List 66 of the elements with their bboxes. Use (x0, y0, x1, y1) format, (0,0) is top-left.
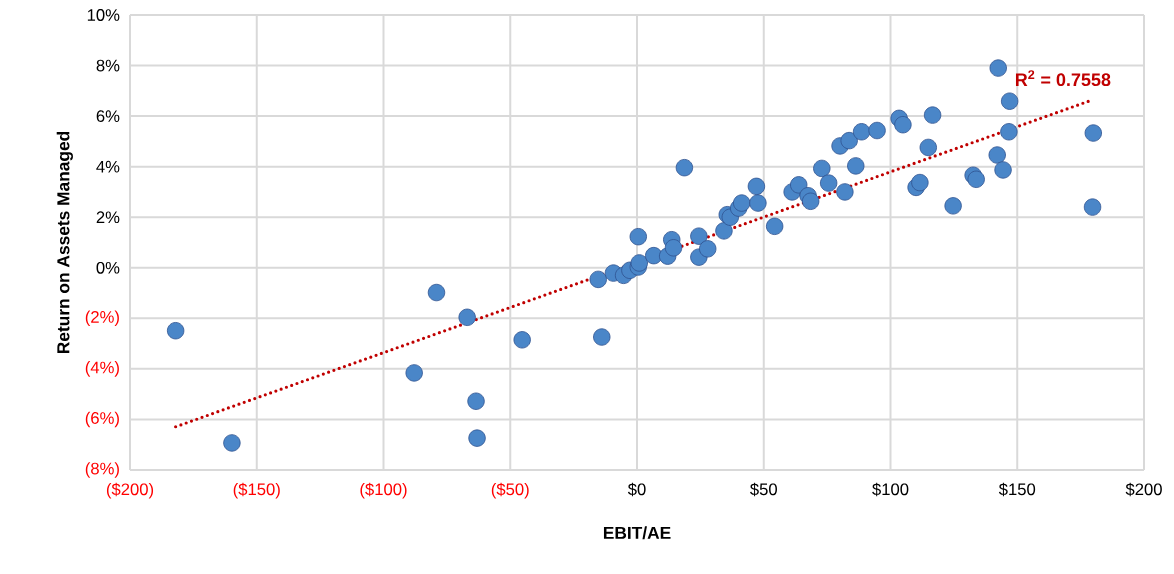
x-tick-label: ($200) (106, 482, 154, 499)
y-tick-label: (4%) (85, 361, 119, 377)
point (852, 123, 871, 141)
point (919, 138, 937, 157)
point (868, 121, 886, 140)
x-axis-title: EBIT/AE (603, 526, 671, 540)
point (747, 177, 766, 196)
x-tick-label: $0 (627, 482, 646, 497)
point (840, 131, 858, 150)
y-tick-label: (6%) (85, 411, 119, 428)
point (813, 159, 831, 178)
point (944, 197, 962, 215)
x-tick-label: ($50) (491, 482, 529, 499)
y-tick-label: 4% (96, 160, 120, 173)
x-tick-label: $150 (998, 482, 1036, 497)
point (836, 183, 854, 201)
point (819, 174, 838, 192)
point (468, 429, 486, 447)
x-tick-label: $50 (750, 482, 777, 497)
point (675, 159, 694, 177)
y-tick-label: 6% (96, 110, 120, 123)
y-axis-title: Return on Assets Managed (56, 131, 73, 354)
point (405, 364, 423, 382)
y-tick-label: 10% (87, 9, 120, 21)
point (589, 270, 607, 289)
x-tick-label: ($150) (233, 482, 280, 499)
point (166, 322, 185, 340)
point (513, 331, 531, 349)
point (645, 246, 663, 265)
point (733, 194, 751, 212)
point (847, 157, 865, 175)
point (749, 194, 767, 212)
point (664, 239, 683, 257)
y-tick-label: 8% (96, 59, 120, 72)
y-tick-label: (2%) (85, 310, 119, 327)
point (593, 328, 611, 346)
point (690, 227, 708, 245)
point (988, 146, 1006, 164)
point (467, 392, 485, 410)
point (1084, 124, 1102, 142)
point (715, 222, 733, 240)
point (427, 283, 446, 302)
point (630, 254, 648, 272)
x-tick-label: ($100) (360, 482, 407, 499)
y-tick-label: 0% (96, 261, 120, 274)
point (994, 161, 1012, 179)
x-tick-label: $100 (872, 482, 909, 497)
x-tick-label: $200 (1125, 482, 1162, 497)
point (894, 116, 912, 134)
y-tick-label: 2% (96, 211, 120, 224)
annotation: R$^{2}$ = 0.7558 (1015, 70, 1111, 87)
point (989, 59, 1007, 77)
point (967, 170, 985, 188)
point (458, 308, 476, 326)
point (223, 434, 241, 452)
point (1000, 92, 1019, 110)
point (1083, 198, 1102, 216)
point (629, 228, 647, 246)
point (1000, 123, 1018, 141)
point (790, 176, 808, 194)
point (801, 192, 820, 210)
y-tick-label: (8%) (85, 462, 119, 478)
point (699, 240, 717, 258)
point (765, 217, 784, 235)
point (911, 173, 929, 192)
point (923, 106, 942, 124)
